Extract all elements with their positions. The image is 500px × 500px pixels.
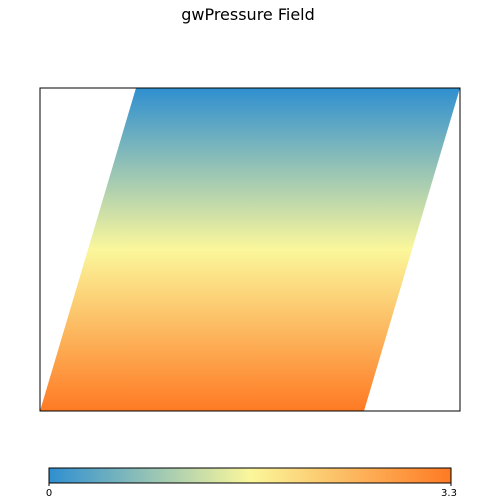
chart-title: gwPressure Field [181,5,315,24]
colorbar-tick-label-max: 3.3 [441,488,457,499]
colorbar [49,468,451,483]
colorbar-tick-label-min: 0 [46,488,52,499]
